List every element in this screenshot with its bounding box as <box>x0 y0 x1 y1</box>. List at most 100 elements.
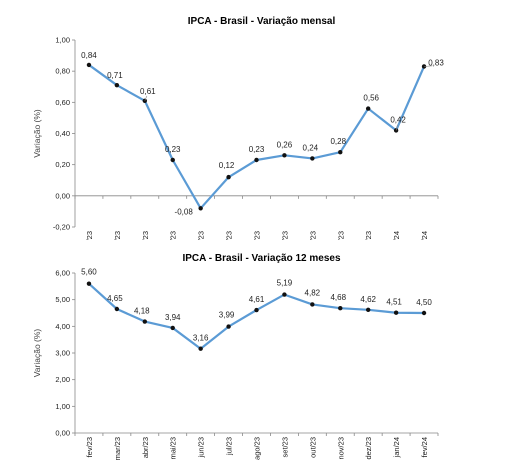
data-point <box>226 324 231 329</box>
x-tick-label: jul/23 <box>225 231 234 240</box>
y-tick-label: 0,80 <box>55 67 70 76</box>
data-point <box>86 281 92 286</box>
y-tick-label: 2,00 <box>55 375 70 384</box>
y-axis-label: Variação (%) <box>32 329 42 378</box>
annual-ipca-chart: IPCA - Brasil - Variação 12 meses Variaçã… <box>0 245 523 470</box>
x-tick-label: nov/23 <box>336 231 345 240</box>
x-tick-label: jun/23 <box>197 437 206 458</box>
x-tick-label: set/23 <box>280 231 289 240</box>
data-label: 0,56 <box>363 94 379 103</box>
monthly-ipca-chart: IPCA - Brasil - Variação mensal Variação … <box>32 16 444 240</box>
data-label: 4,62 <box>360 295 376 304</box>
data-point <box>142 319 148 324</box>
x-tick-label: out/23 <box>308 437 317 458</box>
data-label: 4,82 <box>305 288 321 297</box>
data-label: 0,42 <box>390 115 406 124</box>
data-point <box>421 310 427 316</box>
data-label: 0,23 <box>165 145 181 154</box>
x-tick-label: dez/23 <box>364 231 373 240</box>
data-label: 3,16 <box>193 334 209 343</box>
data-label: 5,19 <box>277 279 293 288</box>
y-axis-label: Variação (%) <box>32 109 42 158</box>
data-point <box>310 302 315 307</box>
y-tick-label: 5,00 <box>55 295 70 304</box>
label-leader <box>424 65 433 67</box>
data-point <box>338 306 343 311</box>
x-tick-label: fev/24 <box>420 437 429 457</box>
x-tick-label: ago/23 <box>253 437 262 460</box>
x-tick-label: jan/24 <box>392 437 401 458</box>
data-label: 0,23 <box>249 145 265 154</box>
y-tick-label: 3,00 <box>55 349 70 358</box>
data-point <box>338 150 343 155</box>
data-point <box>254 307 259 313</box>
monthly-ipca-svg: IPCA - Brasil - Variação mensal Variação … <box>32 16 444 240</box>
data-point <box>282 292 287 297</box>
data-label: 0,12 <box>219 161 235 170</box>
y-tick-label: 0,20 <box>55 160 70 169</box>
x-tick-label: mar/23 <box>113 231 122 240</box>
y-tick-label: 0,60 <box>55 98 70 107</box>
data-label: 0,24 <box>303 143 319 152</box>
data-point <box>170 325 175 331</box>
x-tick-label: nov/23 <box>336 437 345 460</box>
data-label: 0,83 <box>428 58 444 67</box>
data-label: 4,65 <box>107 294 123 303</box>
data-label: 0,61 <box>140 87 156 96</box>
y-tick-label: -0,20 <box>53 223 70 232</box>
data-label: 5,60 <box>81 268 97 277</box>
data-label: -0,08 <box>175 207 194 216</box>
data-label: 4,18 <box>134 307 150 316</box>
label-leader <box>395 124 398 131</box>
data-label: 0,26 <box>277 140 293 149</box>
data-point <box>86 62 92 68</box>
annual-ipca-svg: IPCA - Brasil - Variação 12 meses Variaçã… <box>32 253 439 460</box>
data-label: 4,68 <box>330 293 346 302</box>
label-leader <box>144 95 148 101</box>
y-tick-label: 6,00 <box>55 269 70 278</box>
y-tick-label: 4,00 <box>55 322 70 331</box>
x-tick-label: mai/23 <box>169 437 178 460</box>
data-point <box>393 310 399 315</box>
x-tick-label: ago/23 <box>253 231 262 240</box>
data-point <box>170 157 175 163</box>
data-point <box>198 346 203 351</box>
data-point <box>198 206 203 211</box>
x-tick-label: jan/24 <box>392 231 401 240</box>
data-label: 0,84 <box>81 51 97 60</box>
y-tick-label: 1,00 <box>55 402 70 411</box>
x-tick-label: mai/23 <box>169 231 178 240</box>
data-label: 3,99 <box>219 311 235 320</box>
data-label: 4,50 <box>416 298 432 307</box>
x-tick-label: jul/23 <box>225 437 234 456</box>
data-point <box>393 128 399 133</box>
x-tick-label: abr/23 <box>141 437 150 458</box>
x-tick-label: fev/24 <box>420 231 429 240</box>
data-label: 4,61 <box>249 295 265 304</box>
y-tick-label: 0,00 <box>55 429 70 438</box>
data-label: 3,94 <box>165 313 181 322</box>
data-label: 0,71 <box>107 71 123 80</box>
data-point <box>226 174 231 180</box>
data-point <box>365 307 371 312</box>
data-point <box>282 153 287 158</box>
chart-title: IPCA - Brasil - Variação 12 meses <box>182 253 340 264</box>
y-tick-label: 1,00 <box>55 36 70 45</box>
x-tick-label: set/23 <box>280 437 289 457</box>
data-point <box>365 106 371 111</box>
data-point <box>114 306 120 312</box>
x-tick-label: fev/23 <box>85 437 94 457</box>
x-tick-label: fev/23 <box>85 231 94 240</box>
y-tick-label: 0,00 <box>55 191 70 200</box>
series-line <box>88 282 425 350</box>
x-tick-label: abr/23 <box>141 231 150 240</box>
data-point <box>142 98 148 103</box>
x-tick-label: dez/23 <box>364 437 373 460</box>
data-point <box>114 82 120 88</box>
y-tick-label: 0,40 <box>55 129 70 138</box>
x-tick-label: mar/23 <box>113 437 122 460</box>
data-label: 4,51 <box>386 298 402 307</box>
chart-title: IPCA - Brasil - Variação mensal <box>188 16 336 27</box>
data-point <box>254 157 259 163</box>
data-point <box>310 156 315 161</box>
